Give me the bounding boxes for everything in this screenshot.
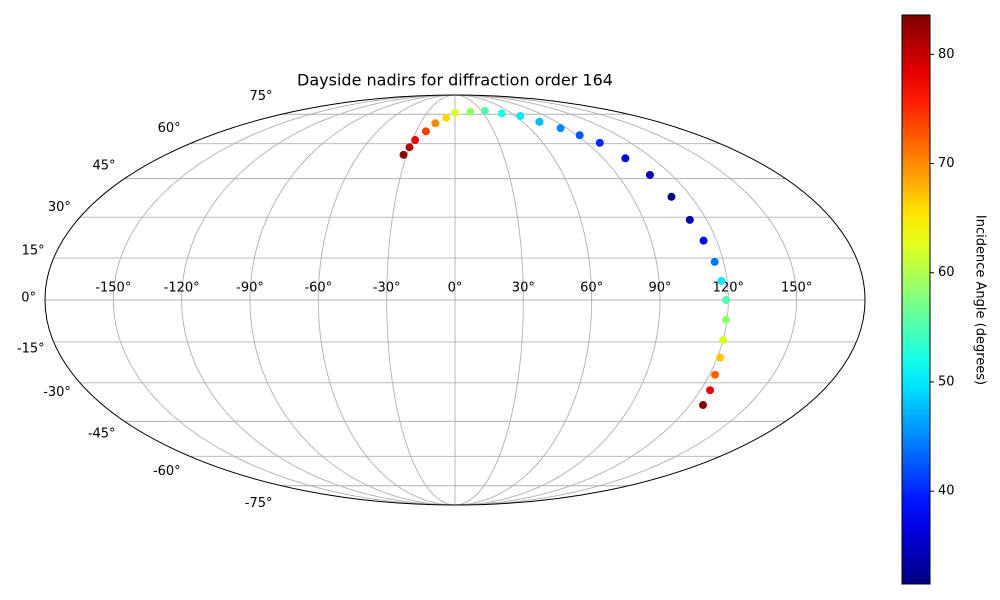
map-boundary <box>44 94 866 506</box>
x-tick-label: -150° <box>95 281 131 296</box>
x-tick-label: 0° <box>448 281 463 296</box>
point <box>717 276 726 285</box>
point <box>706 386 715 395</box>
point <box>716 353 725 362</box>
y-tick-label: -60° <box>153 464 181 479</box>
point <box>595 138 604 147</box>
point <box>699 401 708 410</box>
point <box>722 296 731 304</box>
colorbar <box>901 14 931 585</box>
x-tick-label: 60° <box>580 281 603 296</box>
point <box>621 154 630 163</box>
y-tick-label: 60° <box>158 121 181 136</box>
point <box>421 127 430 136</box>
point <box>710 257 719 266</box>
y-tick-label: -45° <box>88 426 116 441</box>
x-tick-label: 120° <box>713 281 744 296</box>
point <box>405 143 414 152</box>
colorbar-tick-label: 60 <box>938 265 955 280</box>
colorbar-tick-label: 40 <box>938 484 955 499</box>
point <box>516 111 525 120</box>
point <box>685 215 694 224</box>
x-tick-label: 90° <box>648 281 671 296</box>
colorbar-tick-label: 50 <box>938 374 955 389</box>
point <box>721 315 730 324</box>
x-tick-label: -30° <box>373 281 401 296</box>
x-tick-label: -60° <box>304 281 332 296</box>
y-tick-label: 15° <box>22 244 45 259</box>
point <box>719 336 728 345</box>
x-tick-label: 30° <box>512 281 535 296</box>
point <box>480 106 489 115</box>
point <box>575 131 584 140</box>
point <box>451 108 459 117</box>
point <box>411 136 420 145</box>
colorbar-label: Incidence Angle (degrees) <box>973 215 988 385</box>
point <box>497 109 506 118</box>
point <box>645 170 654 179</box>
chart-title: Dayside nadirs for diffraction order 164 <box>297 71 613 90</box>
point <box>667 192 676 201</box>
colorbar-tick-label: 80 <box>938 47 955 62</box>
y-tick-label: 0° <box>21 291 36 306</box>
x-tick-label: -120° <box>164 281 200 296</box>
point <box>556 124 565 133</box>
point <box>442 113 451 122</box>
y-tick-label: -30° <box>43 385 71 400</box>
point <box>699 236 708 245</box>
colorbar-tick-label: 70 <box>938 156 955 171</box>
y-tick-label: 30° <box>48 200 71 215</box>
point <box>399 150 408 159</box>
point <box>466 107 475 116</box>
y-tick-label: -15° <box>17 341 45 356</box>
x-tick-label: -90° <box>236 281 264 296</box>
point <box>711 370 720 379</box>
x-tick-label: 150° <box>781 281 812 296</box>
y-tick-label: -75° <box>245 496 273 511</box>
y-tick-label: 75° <box>249 89 272 104</box>
point <box>535 117 544 126</box>
y-tick-label: 45° <box>93 159 116 174</box>
point <box>431 119 440 128</box>
